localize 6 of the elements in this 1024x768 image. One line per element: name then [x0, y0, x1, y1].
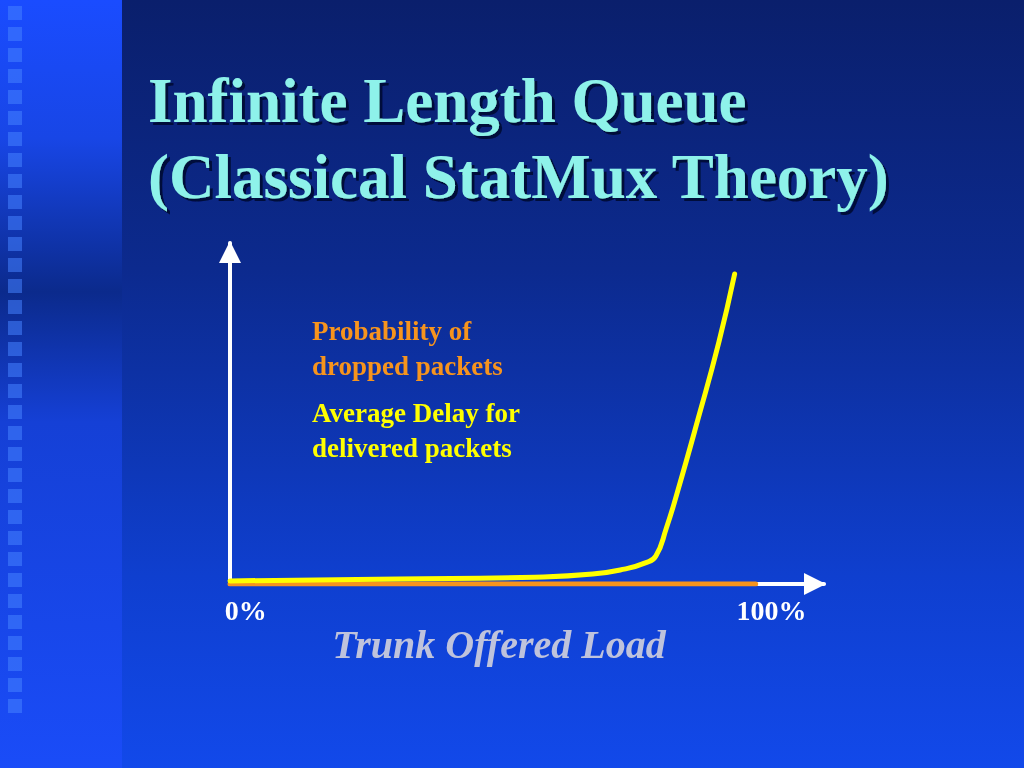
- chart-title: Infinite Length Queue (Classical StatMux Theory): [148, 66, 889, 212]
- x-tick-label: 100%: [736, 594, 807, 626]
- x-tick-label: 0%: [224, 594, 267, 626]
- text: Average Delay for delivered packets: [312, 397, 520, 463]
- x-axis-title: Trunk Offered Load: [332, 622, 667, 668]
- text: Probability of dropped packets: [312, 315, 503, 381]
